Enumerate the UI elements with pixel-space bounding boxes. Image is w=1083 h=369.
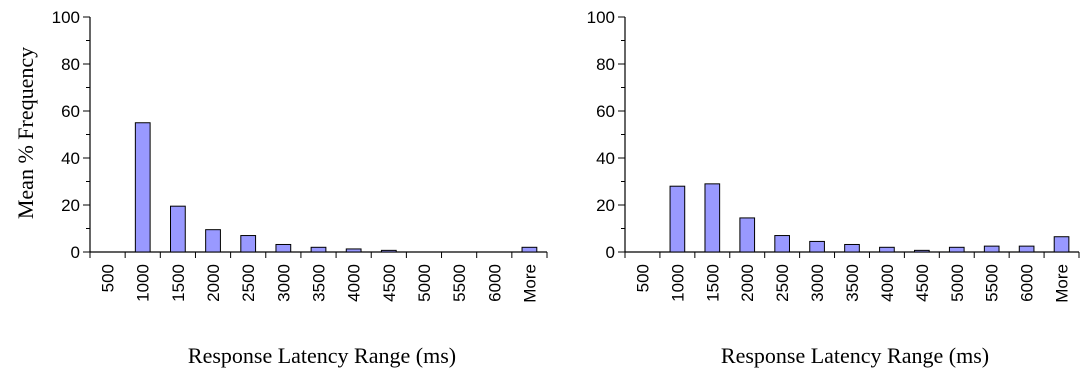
x-tick-label: 6000 <box>1018 264 1037 302</box>
y-tick-label: 60 <box>61 102 80 121</box>
bar-3500 <box>310 246 327 253</box>
x-tick-label: 4500 <box>913 264 932 302</box>
y-tick-label: 40 <box>596 149 615 168</box>
bar-4000 <box>345 248 362 253</box>
bar-1500 <box>170 205 186 253</box>
x-tick-label: More <box>1053 264 1072 303</box>
x-tick-label: 5000 <box>948 264 967 302</box>
bar-4000 <box>879 246 895 253</box>
y-tick-label: 80 <box>61 55 80 74</box>
bar-1000 <box>134 122 151 253</box>
x-tick-label: 2500 <box>239 264 258 302</box>
y-tick-label: 80 <box>596 55 615 74</box>
x-tick-label: 2000 <box>738 264 757 302</box>
y-tick-label: 100 <box>587 8 615 27</box>
y-tick-label: 20 <box>61 196 80 215</box>
x-tick-label: 3500 <box>310 264 329 302</box>
bar-3000 <box>809 240 825 253</box>
bar-6000 <box>1018 245 1035 253</box>
x-tick-label: 2000 <box>204 264 223 302</box>
x-tick-label: 5000 <box>415 264 434 302</box>
bar-4500 <box>380 249 397 253</box>
bar-1500 <box>704 183 721 253</box>
y-tick-label: 40 <box>61 149 80 168</box>
bar-5000 <box>948 246 965 253</box>
x-tick-label: 1500 <box>703 264 722 302</box>
x-tick-label: 3500 <box>843 264 862 302</box>
x-tick-label: More <box>520 264 539 303</box>
x-tick-label: 1000 <box>668 264 687 302</box>
y-tick-label: 0 <box>606 243 615 262</box>
y-tick-label: 0 <box>71 243 80 262</box>
bar-3000 <box>275 243 292 253</box>
x-tick-label: 1000 <box>134 264 153 302</box>
bar-more <box>521 246 538 253</box>
bar-2500 <box>774 235 790 253</box>
y-tick-label: 20 <box>596 196 615 215</box>
x-tick-label: 3000 <box>274 264 293 302</box>
x-tick-label: 500 <box>99 264 118 292</box>
bar-2000 <box>205 229 221 253</box>
x-tick-label: 4000 <box>345 264 364 302</box>
y-tick-label: 60 <box>596 102 615 121</box>
x-tick-label: 3000 <box>808 264 827 302</box>
x-tick-label: 5500 <box>450 264 469 302</box>
bar-3500 <box>844 243 860 253</box>
x-tick-label: 6000 <box>485 264 504 302</box>
x-tick-label: 1500 <box>169 264 188 302</box>
left-chart: 0 20 40 60 80 100 500 1000 1500 2000 2500 3000 3500 4… <box>13 8 548 368</box>
bar-more <box>1053 236 1070 253</box>
right-chart: 0 20 40 60 80 100 500 1000 1500 2000 2500 3000 3500 4… <box>587 8 1080 368</box>
x-axis-title: Response Latency Range (ms) <box>721 343 989 368</box>
bar-5500 <box>983 245 1000 253</box>
bar-2000 <box>739 217 756 253</box>
x-tick-label: 500 <box>633 264 652 292</box>
bar-4500 <box>914 249 930 253</box>
x-tick-label: 4000 <box>878 264 897 302</box>
y-axis-title: Mean % Frequency <box>13 47 38 219</box>
x-tick-label: 2500 <box>773 264 792 302</box>
x-tick-label: 5500 <box>983 264 1002 302</box>
y-tick-label: 100 <box>52 8 80 27</box>
bar-1000 <box>669 185 686 253</box>
x-axis-title: Response Latency Range (ms) <box>188 343 456 368</box>
bar-2500 <box>240 235 257 253</box>
x-tick-label: 4500 <box>380 264 399 302</box>
